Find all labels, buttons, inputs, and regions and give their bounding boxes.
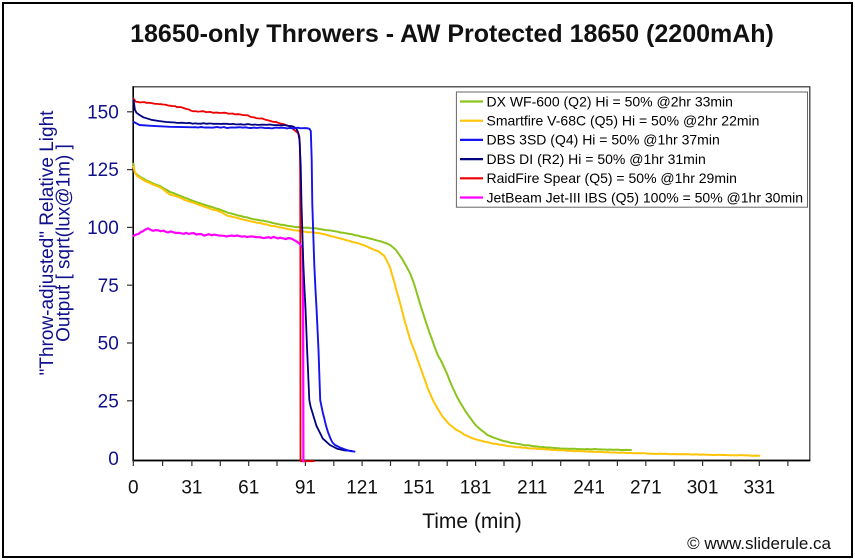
svg-text:121: 121 <box>346 478 378 499</box>
svg-text:DX WF-600 (Q2) Hi = 50% @2hr 3: DX WF-600 (Q2) Hi = 50% @2hr 33min <box>487 93 733 109</box>
svg-text:271: 271 <box>630 478 662 499</box>
svg-text:125: 125 <box>87 160 119 181</box>
svg-text:211: 211 <box>517 478 547 499</box>
svg-text:DBS DI (R2) Hi = 50% @1hr 31mi: DBS DI (R2) Hi = 50% @1hr 31min <box>487 151 706 167</box>
svg-text:25: 25 <box>98 391 119 412</box>
svg-text:301: 301 <box>687 478 719 499</box>
svg-text:181: 181 <box>460 478 492 499</box>
svg-text:Output [ sqrt(lux@1m) ]: Output [ sqrt(lux@1m) ] <box>54 144 75 342</box>
svg-text:RaidFire Spear (Q5) = 50% @1hr: RaidFire Spear (Q5) = 50% @1hr 29min <box>487 170 737 186</box>
svg-text:0: 0 <box>108 449 119 470</box>
svg-text:241: 241 <box>573 478 605 499</box>
svg-text:© www.sliderule.ca: © www.sliderule.ca <box>687 534 831 553</box>
svg-text:Smartfire V-68C (Q5) Hi = 50%: Smartfire V-68C (Q5) Hi = 50% @2hr 22min <box>487 113 760 129</box>
svg-text:18650-only Throwers - AW Prote: 18650-only Throwers - AW Protected 18650… <box>130 20 774 48</box>
svg-text:151: 151 <box>403 478 435 499</box>
svg-text:JetBeam Jet-III IBS (Q5) 100%: JetBeam Jet-III IBS (Q5) 100% = 50% @1hr… <box>487 189 804 205</box>
svg-text:DBS 3SD (Q4) Hi = 50% @1hr 37m: DBS 3SD (Q4) Hi = 50% @1hr 37min <box>487 132 720 148</box>
svg-text:"Throw-adjusted" Relative Ligh: "Throw-adjusted" Relative Light <box>37 110 58 376</box>
svg-text:150: 150 <box>87 102 119 123</box>
svg-text:91: 91 <box>295 478 316 499</box>
svg-text:61: 61 <box>238 478 259 499</box>
svg-text:Time (min): Time (min) <box>422 510 522 533</box>
svg-text:75: 75 <box>98 276 119 297</box>
svg-text:0: 0 <box>128 478 139 499</box>
svg-text:331: 331 <box>743 478 775 499</box>
svg-text:50: 50 <box>98 334 119 355</box>
svg-text:100: 100 <box>87 218 119 239</box>
svg-text:31: 31 <box>181 478 202 499</box>
